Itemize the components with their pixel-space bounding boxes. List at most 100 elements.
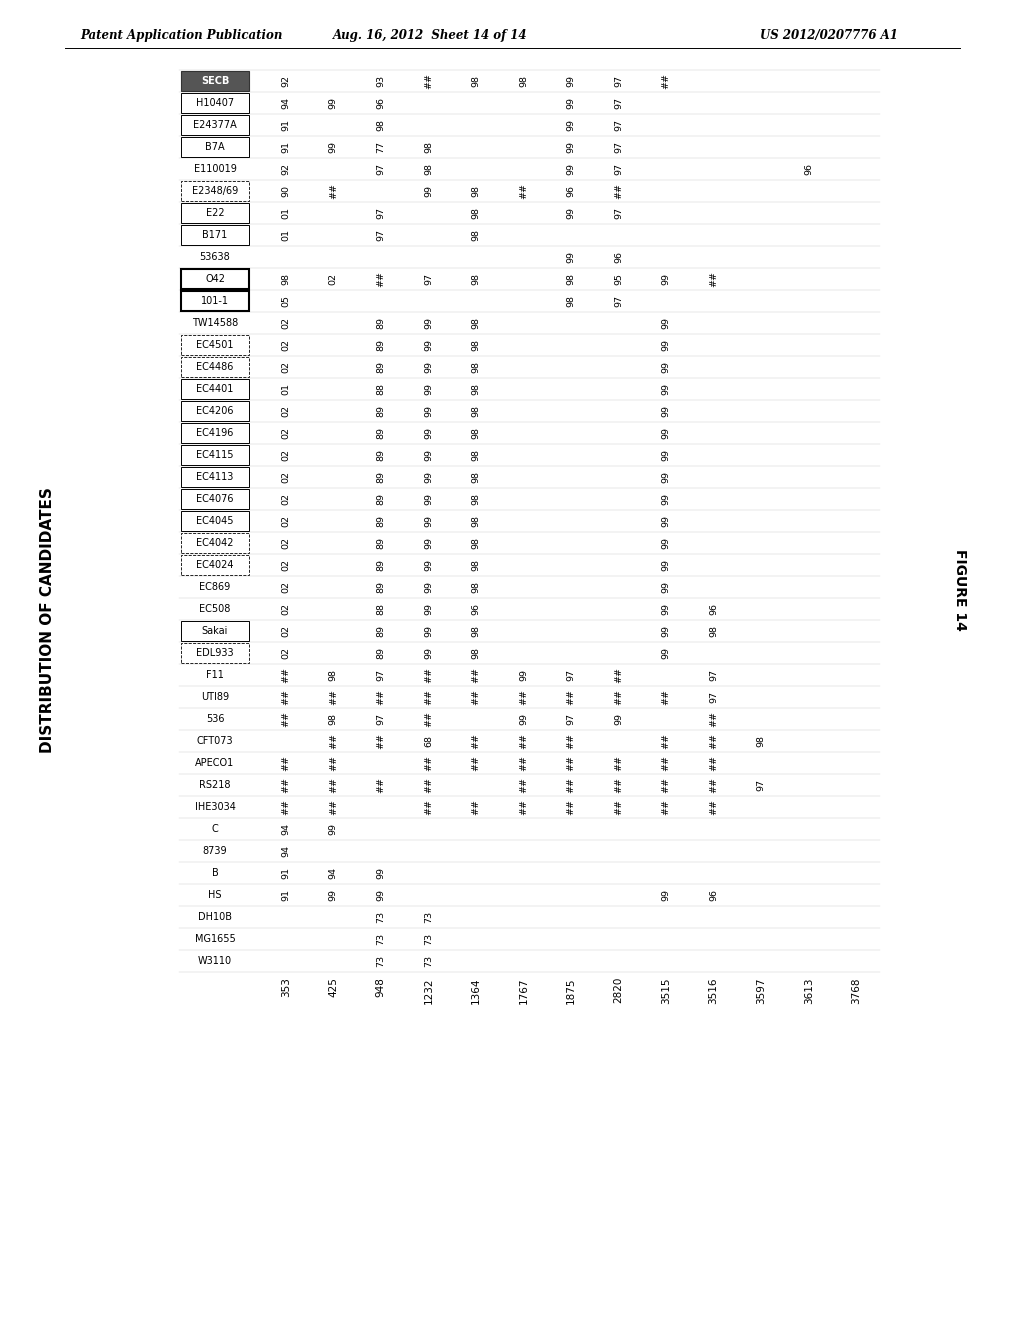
Bar (181, 269, 249, 289)
Text: 89: 89 (377, 405, 385, 417)
Text: ##: ## (662, 777, 671, 793)
Text: EC869: EC869 (200, 582, 230, 591)
Text: 99: 99 (662, 405, 671, 417)
Bar (181, 445, 249, 465)
Text: 98: 98 (471, 317, 480, 329)
Text: 99: 99 (424, 624, 433, 638)
Text: 97: 97 (614, 207, 623, 219)
Text: 89: 89 (377, 647, 385, 659)
Text: 73: 73 (424, 933, 433, 945)
Text: ##: ## (424, 799, 433, 814)
Text: 93: 93 (377, 75, 385, 87)
Text: 99: 99 (566, 251, 575, 263)
Text: 98: 98 (471, 228, 480, 242)
Text: 53638: 53638 (200, 252, 230, 261)
Text: ##: ## (377, 271, 385, 286)
Bar (181, 203, 249, 223)
Text: B: B (212, 869, 218, 878)
Bar (181, 335, 249, 355)
Text: 99: 99 (519, 669, 528, 681)
Text: APECO1: APECO1 (196, 758, 234, 768)
Text: ##: ## (709, 733, 718, 748)
Text: 02: 02 (282, 581, 290, 593)
Text: 98: 98 (471, 426, 480, 440)
Text: 98: 98 (471, 185, 480, 197)
Text: 68: 68 (424, 735, 433, 747)
Text: ##: ## (662, 799, 671, 814)
Text: 98: 98 (471, 647, 480, 659)
Text: 02: 02 (329, 273, 338, 285)
Text: MG1655: MG1655 (195, 935, 236, 944)
Text: EC4042: EC4042 (197, 539, 233, 548)
Text: 01: 01 (282, 207, 290, 219)
Text: ##: ## (424, 777, 433, 793)
Text: W3110: W3110 (198, 956, 232, 966)
Text: 88: 88 (377, 383, 385, 395)
Text: ##: ## (329, 755, 338, 771)
Text: 1364: 1364 (471, 977, 481, 1003)
Text: EC508: EC508 (200, 605, 230, 614)
Text: 98: 98 (471, 537, 480, 549)
Text: ##: ## (329, 799, 338, 814)
Text: 98: 98 (757, 735, 766, 747)
Text: ##: ## (709, 755, 718, 771)
Bar (181, 422, 249, 444)
Text: 97: 97 (424, 273, 433, 285)
Text: 89: 89 (377, 317, 385, 329)
Text: ##: ## (566, 755, 575, 771)
Text: ##: ## (519, 689, 528, 705)
Text: 98: 98 (471, 273, 480, 285)
Text: 99: 99 (662, 383, 671, 395)
Text: 97: 97 (377, 228, 385, 242)
Text: 02: 02 (282, 471, 290, 483)
Text: 99: 99 (566, 96, 575, 110)
Text: UTI89: UTI89 (201, 692, 229, 702)
Text: 97: 97 (614, 75, 623, 87)
Text: ##: ## (519, 755, 528, 771)
Text: ##: ## (424, 73, 433, 88)
Text: 94: 94 (282, 845, 290, 857)
Text: ##: ## (614, 755, 623, 771)
Text: 97: 97 (614, 141, 623, 153)
Text: 92: 92 (282, 162, 290, 176)
Bar (181, 488, 249, 510)
Text: 99: 99 (377, 888, 385, 902)
Text: 98: 98 (471, 360, 480, 374)
Text: 01: 01 (282, 383, 290, 395)
Text: 89: 89 (377, 426, 385, 440)
Text: ##: ## (519, 183, 528, 199)
Text: 73: 73 (377, 933, 385, 945)
Text: 99: 99 (662, 471, 671, 483)
Bar (181, 115, 249, 135)
Text: 99: 99 (566, 75, 575, 87)
Text: EDL933: EDL933 (197, 648, 233, 657)
Text: 98: 98 (566, 273, 575, 285)
Text: ##: ## (519, 777, 528, 793)
Text: 89: 89 (377, 471, 385, 483)
Text: ##: ## (329, 777, 338, 793)
Text: 97: 97 (377, 207, 385, 219)
Text: 73: 73 (377, 911, 385, 923)
Text: SECB: SECB (201, 77, 229, 86)
Text: 99: 99 (566, 162, 575, 176)
Bar (181, 511, 249, 531)
Text: 94: 94 (282, 96, 290, 110)
Text: B7A: B7A (205, 143, 225, 152)
Text: E24377A: E24377A (194, 120, 237, 129)
Text: ##: ## (282, 711, 290, 727)
Text: 98: 98 (424, 162, 433, 176)
Text: 99: 99 (614, 713, 623, 725)
Text: 99: 99 (519, 713, 528, 725)
Text: EC4045: EC4045 (197, 516, 233, 525)
Text: ##: ## (471, 799, 480, 814)
Text: 99: 99 (566, 141, 575, 153)
Text: ##: ## (471, 667, 480, 682)
Text: 97: 97 (757, 779, 766, 791)
Text: 99: 99 (424, 405, 433, 417)
Text: 98: 98 (329, 669, 338, 681)
Text: 02: 02 (282, 405, 290, 417)
Text: DISTRIBUTION OF CANDIDATES: DISTRIBUTION OF CANDIDATES (41, 487, 55, 752)
Text: HS: HS (208, 890, 222, 900)
Text: TW14588: TW14588 (191, 318, 239, 327)
Text: 96: 96 (614, 251, 623, 263)
